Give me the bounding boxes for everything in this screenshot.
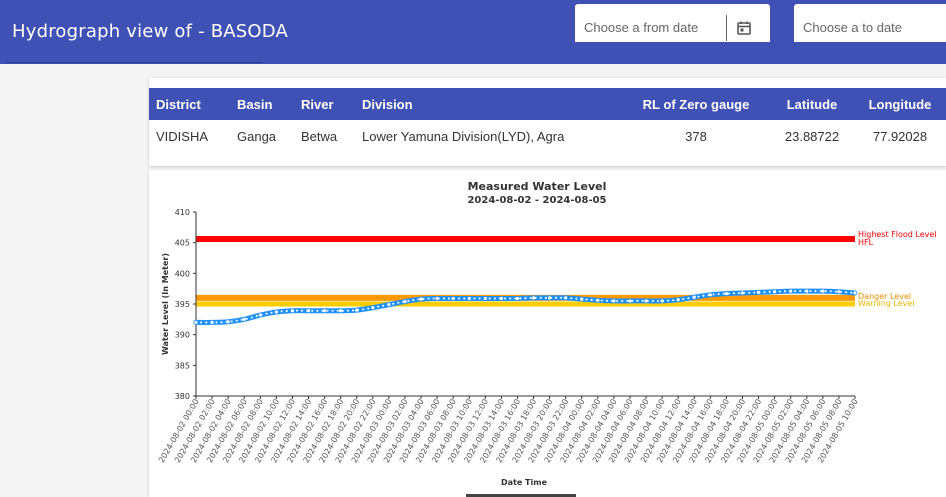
station-info-card: District Basin River Division RL of Zero… bbox=[149, 78, 946, 166]
data-point bbox=[467, 296, 471, 301]
data-point bbox=[612, 299, 616, 303]
y-axis-label: Water Level (In Meter) bbox=[161, 253, 170, 355]
data-point bbox=[483, 296, 487, 301]
data-point bbox=[708, 293, 712, 297]
cell-longitude: 77.92028 bbox=[872, 128, 928, 144]
title-underline bbox=[6, 62, 262, 63]
data-point bbox=[644, 299, 648, 303]
data-point bbox=[210, 320, 214, 324]
data-point bbox=[789, 289, 793, 293]
data-point bbox=[821, 289, 825, 293]
data-point bbox=[387, 303, 391, 307]
data-point bbox=[258, 313, 262, 317]
cell-district: VIDISHA bbox=[156, 128, 209, 144]
data-point bbox=[339, 309, 343, 313]
data-point bbox=[837, 290, 841, 294]
data-point bbox=[515, 296, 520, 301]
calendar-icon[interactable] bbox=[736, 20, 752, 36]
data-point bbox=[226, 320, 230, 324]
data-point bbox=[676, 298, 680, 302]
data-point bbox=[596, 298, 600, 302]
data-point bbox=[499, 296, 503, 301]
table-row: VIDISHA Ganga Betwa Lower Yamuna Divisio… bbox=[149, 120, 946, 152]
data-point bbox=[306, 309, 311, 313]
data-point bbox=[724, 291, 729, 296]
data-point bbox=[660, 299, 664, 303]
data-point bbox=[274, 310, 278, 314]
hfl-line bbox=[196, 235, 855, 242]
from-date-input[interactable] bbox=[584, 20, 724, 35]
y-tick-label: 390 bbox=[175, 331, 190, 340]
to-date-field[interactable] bbox=[794, 4, 946, 42]
data-point bbox=[628, 299, 632, 303]
data-point bbox=[805, 289, 809, 293]
from-date-field[interactable] bbox=[575, 4, 770, 42]
cell-rl-zero-gauge: 378 bbox=[685, 128, 707, 144]
data-point bbox=[756, 290, 761, 294]
cell-river: Betwa bbox=[301, 128, 338, 144]
chart-subtitle: 2024-08-02 - 2024-08-05 bbox=[467, 195, 606, 206]
data-point bbox=[580, 297, 584, 301]
hfl-label: Highest Flood Level bbox=[858, 230, 937, 239]
data-point bbox=[194, 320, 198, 324]
x-axis-label: Date Time bbox=[501, 478, 548, 487]
y-tick-label: 400 bbox=[175, 269, 190, 278]
y-tick-label: 395 bbox=[175, 300, 190, 309]
col-header-rl-zero-gauge: RL of Zero gauge bbox=[622, 88, 770, 120]
data-point bbox=[548, 296, 552, 300]
y-tick-label: 385 bbox=[175, 361, 190, 370]
data-point bbox=[740, 291, 745, 295]
col-header-basin: Basin bbox=[230, 88, 294, 120]
data-point bbox=[692, 295, 696, 299]
warning-level-line bbox=[196, 301, 855, 307]
y-tick-label: 405 bbox=[175, 239, 190, 248]
hfl-short-label: HFL bbox=[858, 238, 874, 247]
col-header-division: Division bbox=[355, 88, 622, 120]
hydrograph-card: Measured Water Level 2024-08-02 - 2024-08… bbox=[149, 170, 946, 497]
col-header-district: District bbox=[149, 88, 230, 120]
to-date-input[interactable] bbox=[803, 20, 943, 35]
chart-title: Measured Water Level bbox=[468, 180, 607, 193]
cell-division: Lower Yamuna Division(LYD), Agra bbox=[362, 128, 565, 144]
data-point bbox=[435, 296, 439, 301]
col-header-latitude: Latitude bbox=[770, 88, 854, 120]
scrollbar-thumb[interactable] bbox=[466, 494, 576, 497]
data-point bbox=[355, 308, 359, 312]
page-title: Hydrograph view of - BASODA bbox=[12, 21, 289, 42]
hydrograph-chart: Measured Water Level 2024-08-02 - 2024-08… bbox=[157, 180, 937, 487]
data-point bbox=[564, 296, 568, 300]
data-point bbox=[242, 317, 246, 321]
data-point bbox=[290, 309, 295, 313]
data-point bbox=[451, 296, 455, 301]
cell-latitude: 23.88722 bbox=[784, 128, 840, 144]
cell-basin: Ganga bbox=[237, 128, 277, 144]
data-point bbox=[403, 299, 407, 304]
col-header-longitude: Longitude bbox=[854, 88, 946, 120]
warning-level-label: Warning Level bbox=[858, 299, 915, 308]
field-divider bbox=[726, 15, 727, 41]
table-header-row: District Basin River Division RL of Zero… bbox=[149, 88, 946, 120]
danger-level-label: Danger Level bbox=[858, 292, 911, 301]
data-point bbox=[853, 291, 857, 295]
y-tick-label: 410 bbox=[175, 208, 190, 217]
col-header-river: River bbox=[294, 88, 355, 120]
station-info-table: District Basin River Division RL of Zero… bbox=[149, 88, 946, 152]
data-point bbox=[531, 296, 536, 300]
data-point bbox=[773, 290, 777, 294]
app-header: Hydrograph view of - BASODA bbox=[0, 0, 946, 64]
data-point bbox=[371, 306, 375, 310]
data-point bbox=[419, 297, 423, 301]
y-tick-label: 380 bbox=[175, 392, 190, 401]
data-point bbox=[322, 309, 327, 313]
